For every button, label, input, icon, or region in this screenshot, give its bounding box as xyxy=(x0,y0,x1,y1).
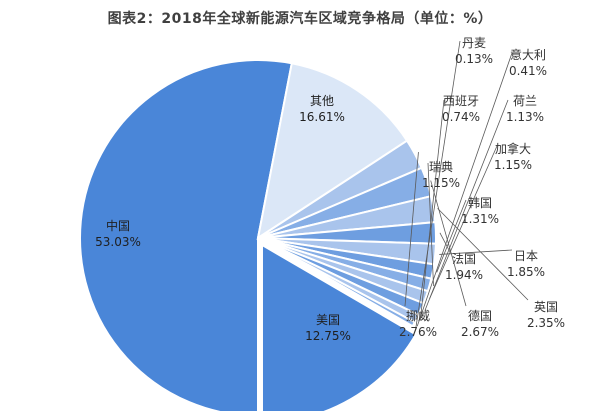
slice-label-3: 德国 2.67% xyxy=(461,308,499,339)
leader-line-7 xyxy=(436,199,467,273)
leader-line-6 xyxy=(439,249,513,255)
slice-label-14: 其他 16.61% xyxy=(299,94,345,124)
slice-label-4: 英国 2.35% xyxy=(527,300,565,330)
slice-name-10: 荷兰 xyxy=(513,94,537,108)
pie-slice-1 xyxy=(256,62,409,241)
slice-label-9: 加拿大 1.15% xyxy=(494,141,532,172)
slice-name-1: 美国 xyxy=(316,313,340,327)
leader-line-11 xyxy=(419,99,445,321)
slice-value-11: 0.74% xyxy=(442,110,480,124)
slice-value-12: 0.41% xyxy=(509,64,547,78)
slice-labels: 中国 53.03% 美国 12.75% 挪威 2.76% 德国 2.67% 英国 2.35% 法国 1… xyxy=(95,36,565,343)
slice-value-10: 1.13% xyxy=(506,110,544,124)
pie-slice-0 xyxy=(79,59,293,411)
slice-value-5: 1.94% xyxy=(445,268,483,282)
slice-label-6: 日本 1.85% xyxy=(507,249,545,279)
slice-name-3: 德国 xyxy=(468,308,492,323)
slice-label-13: 丹麦 0.13% xyxy=(455,36,493,66)
slice-value-7: 1.31% xyxy=(461,212,499,226)
slice-value-1: 12.75% xyxy=(305,329,351,343)
pie-slice-14 xyxy=(260,243,418,411)
slice-name-6: 日本 xyxy=(514,249,538,263)
slice-name-13: 丹麦 xyxy=(462,36,486,50)
leader-lines xyxy=(404,40,529,329)
slice-label-7: 韩国 1.31% xyxy=(461,195,499,226)
slice-label-10: 荷兰 1.13% xyxy=(506,94,544,124)
slice-name-11: 西班牙 xyxy=(443,94,479,108)
pie-slices xyxy=(79,59,437,411)
slice-label-5: 法国 1.94% xyxy=(445,252,483,282)
chart-title: 图表2：2018年全球新能源汽车区域竞争格局（单位：%） xyxy=(107,11,493,27)
slice-value-4: 2.35% xyxy=(527,316,565,330)
leader-line-9 xyxy=(429,145,498,299)
slice-value-3: 2.67% xyxy=(461,325,499,339)
slice-name-14: 其他 xyxy=(310,94,334,108)
pie-slice-13 xyxy=(257,237,414,329)
slice-name-8: 瑞典 xyxy=(429,160,453,174)
slice-label-1: 美国 12.75% xyxy=(305,313,351,343)
leader-line-10 xyxy=(424,99,509,311)
slice-value-14: 16.61% xyxy=(299,110,345,124)
slice-value-8: 1.15% xyxy=(422,176,460,190)
slice-name-12: 意大利 xyxy=(510,47,546,62)
slice-value-6: 1.85% xyxy=(507,265,545,279)
leader-line-5 xyxy=(439,232,451,253)
slice-value-0: 53.03% xyxy=(95,235,141,249)
slice-value-13: 0.13% xyxy=(455,52,493,66)
leader-line-12 xyxy=(416,52,513,327)
slice-name-9: 加拿大 xyxy=(495,141,531,156)
slice-label-12: 意大利 0.41% xyxy=(509,47,547,78)
slice-value-9: 1.15% xyxy=(494,158,532,172)
slice-name-7: 韩国 xyxy=(468,195,492,210)
slice-name-0: 中国 xyxy=(106,218,130,233)
leader-line-13 xyxy=(415,40,461,329)
slice-name-2: 挪威 xyxy=(406,309,430,323)
leader-line-2 xyxy=(404,152,419,307)
slice-label-2: 挪威 2.76% xyxy=(399,309,437,339)
slice-name-5: 法国 xyxy=(452,252,476,266)
slice-name-4: 英国 xyxy=(534,300,558,314)
slice-label-11: 西班牙 0.74% xyxy=(442,94,480,124)
slice-label-0: 中国 53.03% xyxy=(95,218,141,249)
slice-label-8: 瑞典 1.15% xyxy=(422,160,460,190)
slice-value-2: 2.76% xyxy=(399,325,437,339)
